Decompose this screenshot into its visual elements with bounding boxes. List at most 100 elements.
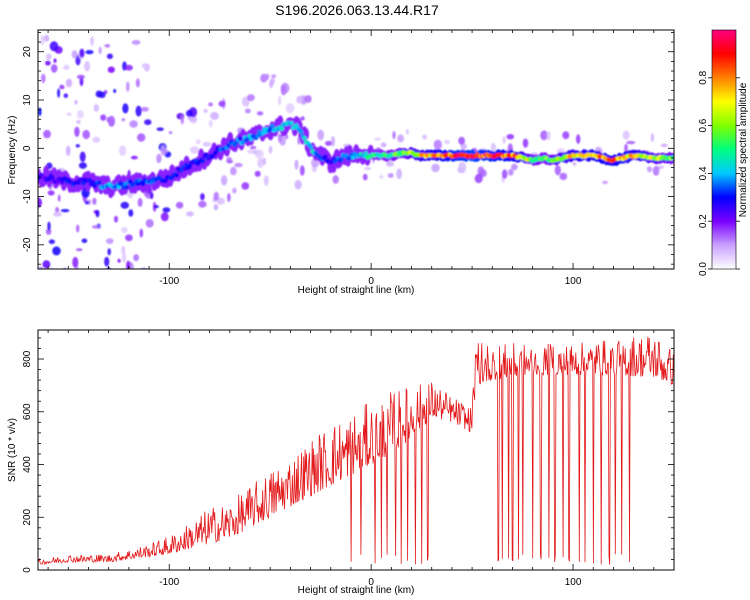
y-tick-label: 200 bbox=[22, 508, 33, 525]
spectrogram-noise-cell bbox=[126, 81, 130, 92]
spectrogram-noise-cell bbox=[255, 149, 264, 159]
spectrogram-noise-cell bbox=[296, 95, 304, 104]
spectrogram-noise-cell bbox=[380, 142, 387, 148]
spectrogram-ridge-cell bbox=[363, 151, 369, 156]
spectrogram-noise-cell bbox=[540, 130, 548, 141]
spectrogram-noise-cell bbox=[622, 130, 630, 140]
x-tick-label: -100 bbox=[159, 276, 179, 287]
spectrogram-noise-cell bbox=[230, 166, 237, 176]
y-tick-label: 20 bbox=[22, 46, 33, 58]
spectrogram-noise-cell bbox=[51, 316, 59, 326]
spectrogram-noise-cell bbox=[45, 228, 52, 235]
spectrogram-noise-cell bbox=[143, 316, 150, 323]
spectrogram-noise-cell bbox=[118, 145, 127, 156]
colorbar-ticks: 0.0 0.2 0.4 0.6 0.8 bbox=[698, 70, 740, 276]
spectrogram-noise-cell bbox=[241, 182, 250, 190]
spectrogram-noise-cell bbox=[75, 248, 83, 252]
spectrogram-noise-cell bbox=[444, 140, 450, 144]
spectrogram-noise-cell bbox=[79, 151, 86, 163]
spectrogram-noise-cell bbox=[285, 103, 295, 114]
spectrogram-noise-cell bbox=[117, 258, 121, 263]
spectrogram-noise-cell bbox=[546, 131, 551, 141]
spectrogram-noise-cell bbox=[190, 146, 199, 154]
spectrogram-y-label: Frequency (Hz) bbox=[7, 116, 18, 185]
spectrogram-noise-cell bbox=[47, 221, 51, 231]
spectrogram-noise-cell bbox=[38, 107, 42, 116]
spectrogram-noise-cell bbox=[129, 297, 137, 301]
spectrogram-noise-cell bbox=[285, 134, 289, 140]
spectrogram-noise-cell bbox=[92, 197, 97, 205]
spectrogram-noise-cell bbox=[162, 207, 171, 213]
spectrogram-noise-cell bbox=[110, 306, 119, 310]
y-tick-label: 600 bbox=[22, 403, 33, 420]
spectrogram-noise-cell bbox=[139, 228, 144, 238]
spectrogram-noise-cell bbox=[490, 142, 496, 152]
x-tick-label: 0 bbox=[368, 577, 374, 588]
spectrogram-noise-cell bbox=[405, 128, 409, 135]
spectrogram-noise-cell bbox=[562, 131, 570, 140]
spectrogram-noise-cell bbox=[156, 127, 164, 131]
spectrogram-noise-cell bbox=[92, 136, 100, 143]
spectrogram-ridge-cell bbox=[308, 145, 314, 150]
spectrogram-noise-cell bbox=[130, 155, 138, 160]
spectrogram-noise-cell bbox=[458, 161, 467, 173]
spectrogram-noise-cell bbox=[113, 89, 117, 93]
spectrogram-noise-cell bbox=[650, 133, 655, 142]
spectrogram-noise-cell bbox=[280, 84, 287, 96]
snr-y-ticks: 0 200 400 600 800 bbox=[22, 337, 674, 573]
spectrogram-noise-cell bbox=[208, 120, 213, 128]
spectrogram-noise-cell bbox=[120, 201, 130, 209]
spectrogram-noise-cell bbox=[84, 61, 91, 72]
spectrogram-noise-cell bbox=[220, 175, 228, 186]
spectrogram-ridge-cell bbox=[302, 136, 307, 141]
spectrogram-noise-cell bbox=[96, 290, 104, 299]
spectrogram-noise-cell bbox=[501, 169, 508, 179]
spectrogram-ridge-cell bbox=[184, 162, 189, 167]
spectrogram-noise-cell bbox=[50, 64, 58, 73]
spectrogram-noise-cell bbox=[48, 239, 56, 244]
spectrogram-noise-cell bbox=[572, 162, 577, 166]
spectrogram-noise-cell bbox=[74, 100, 78, 105]
spectrogram-noise-cell bbox=[131, 40, 141, 45]
spectrogram-noise-cell bbox=[602, 180, 608, 185]
spectrogram-noise-cell bbox=[66, 112, 72, 116]
spectrogram-ridge-cell bbox=[347, 156, 352, 161]
spectrogram-noise-cell bbox=[75, 224, 80, 233]
spectrogram-ridge-cell bbox=[203, 152, 209, 157]
spectrogram-noise-cell bbox=[506, 134, 515, 140]
spectrogram-noise-cell bbox=[128, 209, 134, 217]
spectrogram-noise-cell bbox=[38, 197, 42, 208]
spectrogram-noise-cell bbox=[72, 256, 79, 268]
spectrogram-ridge-cell bbox=[121, 185, 126, 190]
spectrogram-noise-cell bbox=[218, 100, 226, 107]
spectrogram-noise-cell bbox=[61, 294, 64, 303]
spectrogram-noise-cell bbox=[49, 41, 59, 52]
spectrogram-noise-cell bbox=[508, 168, 514, 176]
spectrogram-noise-cell bbox=[396, 168, 402, 180]
spectrogram-noise-cell bbox=[75, 144, 80, 148]
spectrogram-noise-cell bbox=[106, 53, 113, 60]
spectrogram-noise-cell bbox=[210, 111, 219, 120]
x-tick-label: -100 bbox=[159, 577, 179, 588]
spectrogram-noise-cell bbox=[122, 252, 126, 263]
colorbar-tick-label: 0.8 bbox=[698, 70, 709, 84]
spectrogram-noise-cell bbox=[54, 287, 63, 293]
snr-x-ticks: -100 0 100 bbox=[47, 330, 675, 588]
spectrogram-noise-cell bbox=[232, 187, 237, 194]
spectrogram-noise-cell bbox=[53, 211, 62, 217]
spectrogram-noise-cell bbox=[121, 245, 126, 256]
spectrogram-noise-cell bbox=[576, 134, 581, 144]
spectrogram-noise-cell bbox=[81, 272, 85, 281]
spectrogram-noise-cell bbox=[195, 139, 201, 145]
spectrogram-noise-cell bbox=[113, 215, 119, 223]
spectrogram-noise-cell bbox=[202, 141, 212, 147]
spectrogram-noise-cell bbox=[213, 191, 219, 201]
spectrogram-noise-cell bbox=[121, 118, 126, 122]
spectrogram-noise-cell bbox=[95, 209, 100, 218]
spectrogram-noise-cell bbox=[52, 246, 61, 256]
spectrogram-noise-cell bbox=[559, 172, 568, 181]
spectrogram-noise-cell bbox=[185, 109, 193, 117]
spectrogram-ridge-cell bbox=[127, 179, 133, 184]
